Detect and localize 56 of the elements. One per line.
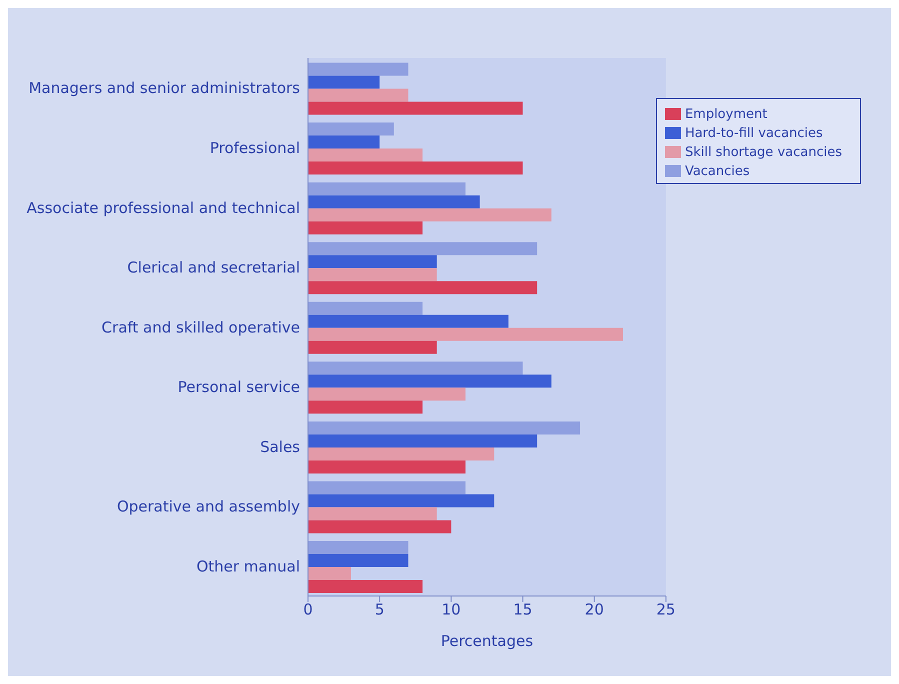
legend-label: Hard-to-fill vacancies: [684, 126, 823, 141]
bar: [308, 362, 523, 375]
legend-label: Skill shortage vacancies: [684, 145, 842, 160]
y-tick-label: Professional: [210, 138, 300, 157]
x-tick-label: 25: [656, 600, 676, 619]
bar: [308, 580, 423, 594]
bar: [308, 388, 466, 401]
x-axis-title: Percentages: [440, 632, 534, 650]
bar: [308, 208, 552, 222]
legend-label: Vacancies: [684, 164, 750, 179]
x-tick-label: 15: [513, 600, 532, 619]
bar: [308, 434, 538, 448]
bar: [308, 447, 494, 460]
bar: [308, 460, 466, 474]
bar: [308, 400, 423, 414]
bar: [308, 195, 480, 208]
x-tick-label: 0: [303, 600, 313, 619]
bar: [308, 182, 466, 196]
legend-label: Employment: [684, 107, 768, 122]
bar: [308, 302, 423, 315]
bar: [308, 340, 437, 354]
bar: [308, 88, 408, 102]
bar: [308, 520, 452, 534]
y-tick-label: Clerical and secretarial: [127, 258, 300, 277]
y-tick-label: Craft and skilled operative: [102, 318, 300, 336]
bar: [308, 62, 408, 76]
bar: [308, 148, 423, 162]
bar: [308, 102, 523, 115]
y-tick-label: Personal service: [178, 378, 300, 396]
y-tick-label: Managers and senior administrators: [28, 79, 300, 98]
bar: [308, 242, 538, 256]
x-tick-label: 10: [442, 600, 461, 619]
y-tick-label: Associate professional and technical: [26, 198, 300, 217]
y-tick-label: Sales: [260, 438, 300, 456]
y-tick-label: Operative and assembly: [116, 498, 300, 516]
bar: [308, 328, 623, 341]
bar: [308, 421, 580, 434]
bar: [308, 314, 508, 328]
bar: [308, 554, 408, 568]
bar: [308, 494, 494, 508]
bar: [308, 221, 423, 234]
bar: [308, 281, 538, 294]
bar: [308, 162, 523, 175]
bar: [308, 255, 437, 268]
bar: [308, 507, 437, 520]
x-tick-label: 20: [584, 600, 604, 619]
bar: [308, 374, 552, 388]
bar: [308, 567, 351, 580]
bar: [308, 481, 466, 494]
bar: [308, 76, 380, 89]
bar: [308, 122, 394, 136]
y-tick-label: Other manual: [196, 557, 300, 576]
x-tick-label: 5: [374, 600, 384, 619]
bar: [308, 136, 380, 149]
bar: [308, 541, 408, 554]
bar: [308, 268, 437, 282]
